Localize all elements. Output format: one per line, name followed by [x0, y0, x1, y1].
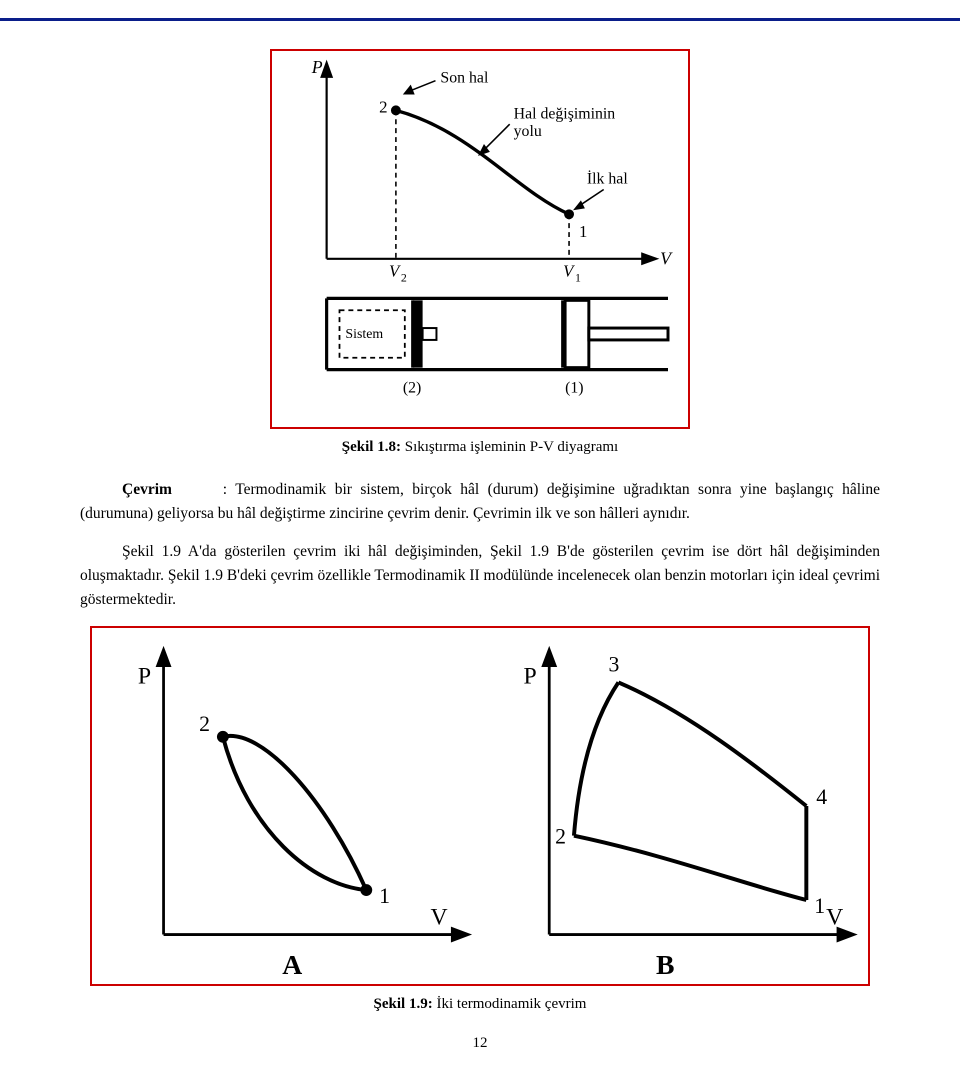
label-2: 2: [379, 97, 387, 116]
label-b-1: 1: [814, 894, 825, 918]
paragraph-2: Şekil 1.9 A'da gösterilen çevrim iki hâl…: [80, 540, 880, 612]
label-a-2: 2: [199, 712, 210, 736]
figure-1-9-panel-a: P V 2 1 A: [138, 650, 468, 980]
label-a-1: 1: [379, 884, 390, 908]
label-v2: V: [389, 262, 401, 281]
panel-letter-b: B: [656, 949, 674, 980]
piston-cylinder: Sistem: [327, 298, 668, 369]
axis-v-label: V: [660, 249, 673, 269]
label-son-hal: Son hal: [440, 70, 489, 87]
top-rule: [0, 18, 960, 21]
figure-1-8: P V 2 1 Son hal Hal değişiminin yolu İlk…: [270, 49, 690, 429]
label-v1-sub: 1: [575, 271, 581, 285]
panel-letter-a: A: [282, 949, 302, 980]
label-sistem: Sistem: [345, 326, 383, 341]
label-paren-1: (1): [565, 379, 583, 396]
paragraph-cevrim-def: Çevrim : Termodinamik bir sistem, birçok…: [80, 478, 880, 526]
label-b-3: 3: [609, 653, 620, 677]
figure-1-9-caption: Şekil 1.9: İki termodinamik çevrim: [0, 996, 960, 1013]
label-hal-deg-1: Hal değişiminin: [514, 105, 616, 122]
axis-v-a: V: [431, 905, 448, 931]
process-curve: [396, 110, 569, 214]
axis-v-b: V: [826, 905, 843, 931]
axis-p-label: P: [311, 57, 323, 77]
figure-1-9-panel-b: P V 1 2 3 4 B: [524, 650, 854, 980]
label-v2-sub: 2: [401, 271, 407, 285]
label-hal-deg-2: yolu: [514, 123, 542, 140]
label-1: 1: [579, 222, 587, 241]
label-b-4: 4: [816, 785, 827, 809]
figure-1-8-caption: Şekil 1.8: Sıkıştırma işleminin P-V diya…: [0, 439, 960, 456]
label-v1: V: [563, 262, 575, 281]
figure-1-9: P V 2 1 A P V 1 2 3 4 B: [90, 626, 870, 986]
page-number: 12: [0, 1035, 960, 1052]
label-ilk-hal: İlk hal: [587, 170, 628, 188]
label-b-2: 2: [555, 825, 566, 849]
axis-p-b: P: [524, 663, 537, 689]
axis-p-a: P: [138, 663, 151, 689]
label-paren-2: (2): [403, 379, 421, 396]
